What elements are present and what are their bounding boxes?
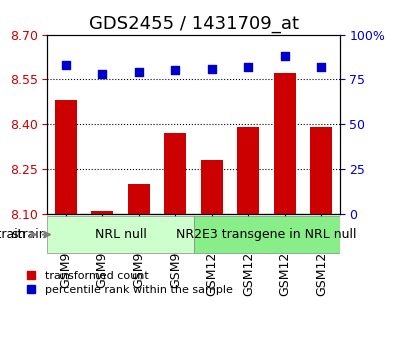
FancyBboxPatch shape <box>47 216 194 253</box>
Bar <box>55 100 77 214</box>
Bar <box>274 73 296 214</box>
Bar <box>310 127 333 214</box>
Point <box>282 53 288 59</box>
Title: GDS2455 / 1431709_at: GDS2455 / 1431709_at <box>88 15 299 33</box>
Bar <box>237 127 260 214</box>
Legend: transformed count, percentile rank within the sample: transformed count, percentile rank withi… <box>25 271 233 295</box>
Bar <box>91 211 113 214</box>
Text: strain: strain <box>0 228 26 241</box>
Point <box>99 71 105 77</box>
Point <box>172 68 179 73</box>
Bar <box>164 133 186 214</box>
Point <box>318 64 325 70</box>
Point <box>245 64 252 70</box>
Point <box>209 66 215 71</box>
Point <box>135 69 142 75</box>
Point <box>62 62 69 68</box>
Bar <box>128 184 150 214</box>
Text: NRL null: NRL null <box>94 228 147 241</box>
Text: NR2E3 transgene in NRL null: NR2E3 transgene in NRL null <box>177 228 357 241</box>
FancyBboxPatch shape <box>194 216 340 253</box>
Text: strain: strain <box>12 228 47 241</box>
Bar <box>201 160 223 214</box>
